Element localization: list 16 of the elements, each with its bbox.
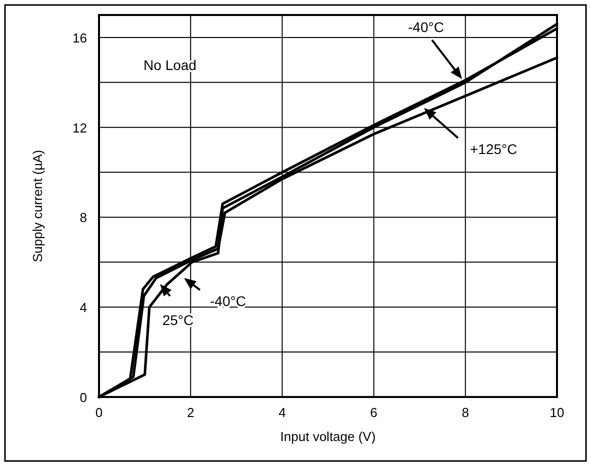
x-tick-label: 2: [186, 405, 194, 420]
x-tick-label: 10: [550, 405, 564, 420]
annotation: -40°C: [408, 19, 444, 35]
x-tick-label: 8: [462, 405, 470, 420]
annotation: +125°C: [470, 141, 518, 157]
y-tick-label: 8: [80, 210, 87, 226]
y-tick-label: 4: [80, 300, 87, 316]
x-axis-title: Input voltage (V): [280, 429, 376, 444]
y-tick-label: 0: [80, 390, 87, 405]
y-axis-title: Supply current (µA): [30, 150, 45, 262]
annotation: -40°C: [210, 293, 246, 309]
x-tick-label: 6: [370, 405, 378, 420]
y-tick-label: 12: [72, 120, 87, 136]
x-tick-label: 0: [95, 405, 103, 420]
x-tick-label: 4: [278, 405, 286, 420]
y-tick-label: 16: [72, 30, 87, 46]
